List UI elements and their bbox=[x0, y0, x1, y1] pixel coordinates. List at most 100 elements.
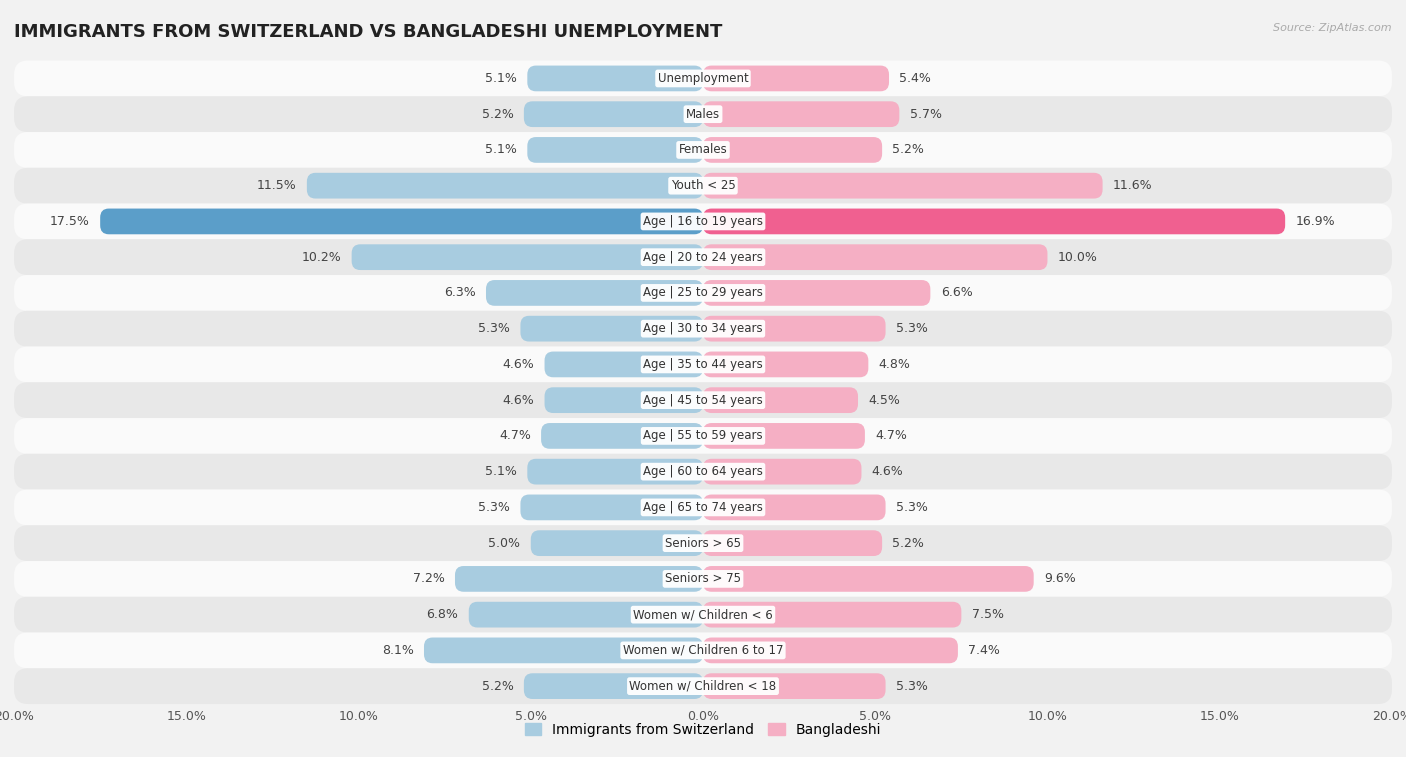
FancyBboxPatch shape bbox=[544, 351, 703, 377]
FancyBboxPatch shape bbox=[527, 66, 703, 92]
FancyBboxPatch shape bbox=[14, 561, 1392, 597]
FancyBboxPatch shape bbox=[527, 459, 703, 484]
FancyBboxPatch shape bbox=[14, 311, 1392, 347]
Text: IMMIGRANTS FROM SWITZERLAND VS BANGLADESHI UNEMPLOYMENT: IMMIGRANTS FROM SWITZERLAND VS BANGLADES… bbox=[14, 23, 723, 41]
FancyBboxPatch shape bbox=[14, 132, 1392, 168]
Text: Women w/ Children < 18: Women w/ Children < 18 bbox=[630, 680, 776, 693]
FancyBboxPatch shape bbox=[14, 204, 1392, 239]
Text: Age | 30 to 34 years: Age | 30 to 34 years bbox=[643, 322, 763, 335]
Text: 5.3%: 5.3% bbox=[896, 501, 928, 514]
Text: 7.2%: 7.2% bbox=[413, 572, 444, 585]
FancyBboxPatch shape bbox=[456, 566, 703, 592]
Text: 11.5%: 11.5% bbox=[257, 179, 297, 192]
Text: 9.6%: 9.6% bbox=[1045, 572, 1076, 585]
Text: 5.7%: 5.7% bbox=[910, 107, 942, 120]
Text: 5.4%: 5.4% bbox=[900, 72, 931, 85]
Text: 6.6%: 6.6% bbox=[941, 286, 973, 300]
Text: 5.2%: 5.2% bbox=[482, 107, 513, 120]
Text: 10.2%: 10.2% bbox=[301, 251, 342, 263]
Text: 5.1%: 5.1% bbox=[485, 72, 517, 85]
Text: 5.1%: 5.1% bbox=[485, 143, 517, 157]
Text: 4.6%: 4.6% bbox=[872, 465, 904, 478]
FancyBboxPatch shape bbox=[524, 673, 703, 699]
Text: 4.5%: 4.5% bbox=[869, 394, 900, 407]
FancyBboxPatch shape bbox=[524, 101, 703, 127]
FancyBboxPatch shape bbox=[14, 490, 1392, 525]
FancyBboxPatch shape bbox=[14, 525, 1392, 561]
FancyBboxPatch shape bbox=[703, 280, 931, 306]
Text: 5.3%: 5.3% bbox=[896, 680, 928, 693]
FancyBboxPatch shape bbox=[703, 137, 882, 163]
Text: 5.3%: 5.3% bbox=[478, 322, 510, 335]
FancyBboxPatch shape bbox=[14, 96, 1392, 132]
FancyBboxPatch shape bbox=[541, 423, 703, 449]
Text: 5.0%: 5.0% bbox=[488, 537, 520, 550]
FancyBboxPatch shape bbox=[14, 453, 1392, 490]
FancyBboxPatch shape bbox=[425, 637, 703, 663]
FancyBboxPatch shape bbox=[14, 275, 1392, 311]
FancyBboxPatch shape bbox=[703, 531, 882, 556]
FancyBboxPatch shape bbox=[527, 137, 703, 163]
Text: 6.8%: 6.8% bbox=[426, 608, 458, 621]
Text: 8.1%: 8.1% bbox=[382, 644, 413, 657]
FancyBboxPatch shape bbox=[520, 494, 703, 520]
Text: Age | 65 to 74 years: Age | 65 to 74 years bbox=[643, 501, 763, 514]
Text: Seniors > 75: Seniors > 75 bbox=[665, 572, 741, 585]
FancyBboxPatch shape bbox=[486, 280, 703, 306]
FancyBboxPatch shape bbox=[307, 173, 703, 198]
Text: 5.3%: 5.3% bbox=[478, 501, 510, 514]
FancyBboxPatch shape bbox=[703, 566, 1033, 592]
Text: Age | 20 to 24 years: Age | 20 to 24 years bbox=[643, 251, 763, 263]
Text: Age | 55 to 59 years: Age | 55 to 59 years bbox=[643, 429, 763, 442]
FancyBboxPatch shape bbox=[14, 239, 1392, 275]
FancyBboxPatch shape bbox=[14, 347, 1392, 382]
Text: Males: Males bbox=[686, 107, 720, 120]
Text: Age | 60 to 64 years: Age | 60 to 64 years bbox=[643, 465, 763, 478]
FancyBboxPatch shape bbox=[703, 494, 886, 520]
Text: Youth < 25: Youth < 25 bbox=[671, 179, 735, 192]
Text: 16.9%: 16.9% bbox=[1295, 215, 1336, 228]
FancyBboxPatch shape bbox=[703, 388, 858, 413]
Text: Age | 25 to 29 years: Age | 25 to 29 years bbox=[643, 286, 763, 300]
Text: 5.2%: 5.2% bbox=[482, 680, 513, 693]
Text: Age | 35 to 44 years: Age | 35 to 44 years bbox=[643, 358, 763, 371]
Text: 4.7%: 4.7% bbox=[875, 429, 907, 442]
Text: 4.6%: 4.6% bbox=[502, 358, 534, 371]
FancyBboxPatch shape bbox=[531, 531, 703, 556]
Text: 5.2%: 5.2% bbox=[893, 143, 924, 157]
FancyBboxPatch shape bbox=[14, 168, 1392, 204]
Text: Source: ZipAtlas.com: Source: ZipAtlas.com bbox=[1274, 23, 1392, 33]
FancyBboxPatch shape bbox=[352, 245, 703, 270]
FancyBboxPatch shape bbox=[14, 668, 1392, 704]
Text: 5.1%: 5.1% bbox=[485, 465, 517, 478]
FancyBboxPatch shape bbox=[468, 602, 703, 628]
FancyBboxPatch shape bbox=[703, 602, 962, 628]
Text: 5.2%: 5.2% bbox=[893, 537, 924, 550]
Text: 7.4%: 7.4% bbox=[969, 644, 1000, 657]
Text: Women w/ Children < 6: Women w/ Children < 6 bbox=[633, 608, 773, 621]
FancyBboxPatch shape bbox=[100, 208, 703, 235]
FancyBboxPatch shape bbox=[703, 637, 957, 663]
FancyBboxPatch shape bbox=[14, 597, 1392, 633]
Text: 7.5%: 7.5% bbox=[972, 608, 1004, 621]
Text: 5.3%: 5.3% bbox=[896, 322, 928, 335]
FancyBboxPatch shape bbox=[703, 351, 869, 377]
Text: 6.3%: 6.3% bbox=[444, 286, 475, 300]
FancyBboxPatch shape bbox=[703, 316, 886, 341]
Text: 4.6%: 4.6% bbox=[502, 394, 534, 407]
Text: 10.0%: 10.0% bbox=[1057, 251, 1098, 263]
Text: 4.8%: 4.8% bbox=[879, 358, 911, 371]
Text: 17.5%: 17.5% bbox=[51, 215, 90, 228]
Text: 11.6%: 11.6% bbox=[1114, 179, 1153, 192]
Text: Seniors > 65: Seniors > 65 bbox=[665, 537, 741, 550]
FancyBboxPatch shape bbox=[703, 101, 900, 127]
FancyBboxPatch shape bbox=[14, 633, 1392, 668]
FancyBboxPatch shape bbox=[703, 66, 889, 92]
FancyBboxPatch shape bbox=[703, 245, 1047, 270]
Text: Age | 16 to 19 years: Age | 16 to 19 years bbox=[643, 215, 763, 228]
FancyBboxPatch shape bbox=[703, 173, 1102, 198]
Text: Women w/ Children 6 to 17: Women w/ Children 6 to 17 bbox=[623, 644, 783, 657]
FancyBboxPatch shape bbox=[14, 61, 1392, 96]
Text: Age | 45 to 54 years: Age | 45 to 54 years bbox=[643, 394, 763, 407]
Text: Females: Females bbox=[679, 143, 727, 157]
